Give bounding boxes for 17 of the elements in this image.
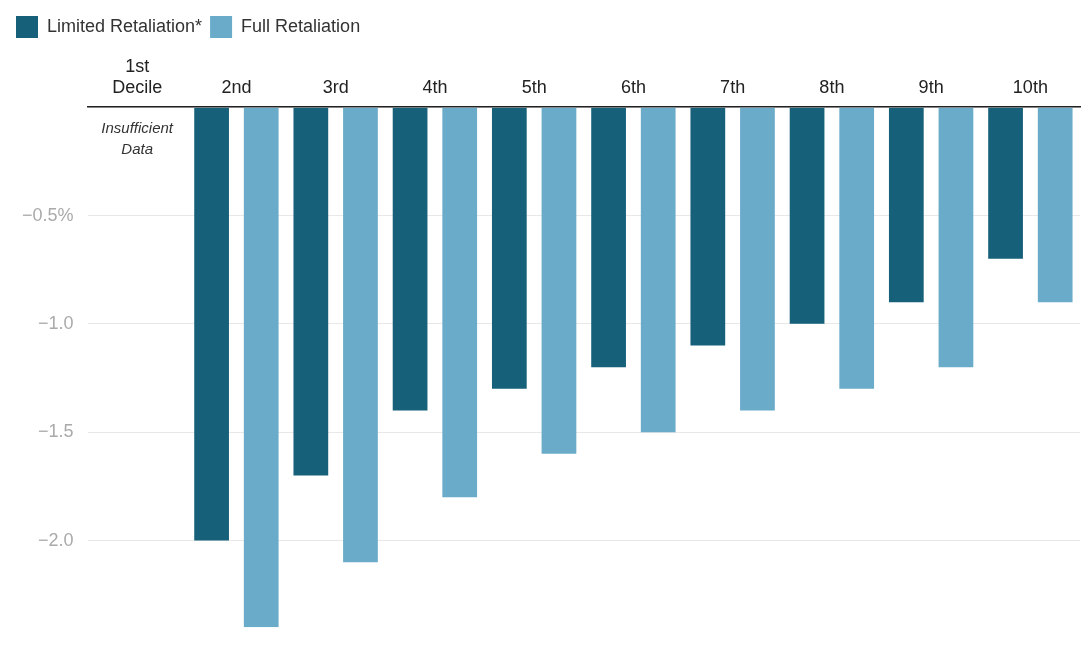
y-tick-label: −0.5% xyxy=(21,204,74,225)
y-tick-label: −2.0 xyxy=(37,529,74,550)
x-tick-label: 3rd xyxy=(322,77,349,98)
x-tick-label: 10th xyxy=(1012,77,1048,98)
x-tick-label: 4th xyxy=(422,77,448,98)
x-tick-label: 5th xyxy=(521,77,547,98)
x-tick-label: 1st Decile xyxy=(112,55,163,98)
y-tick-label: −1.5 xyxy=(37,421,74,442)
x-tick-label: 6th xyxy=(620,77,646,98)
x-tick-label: 2nd xyxy=(221,77,252,98)
x-tick-label: 7th xyxy=(720,77,746,98)
y-tick-label: −1.0 xyxy=(37,312,74,333)
annotation: Insufficient Data xyxy=(101,118,174,157)
legend-label: Full Retaliation xyxy=(241,15,361,36)
x-tick-label: 9th xyxy=(918,77,944,98)
x-tick-label: 8th xyxy=(819,77,845,98)
legend-label: Limited Retaliation* xyxy=(47,15,203,36)
